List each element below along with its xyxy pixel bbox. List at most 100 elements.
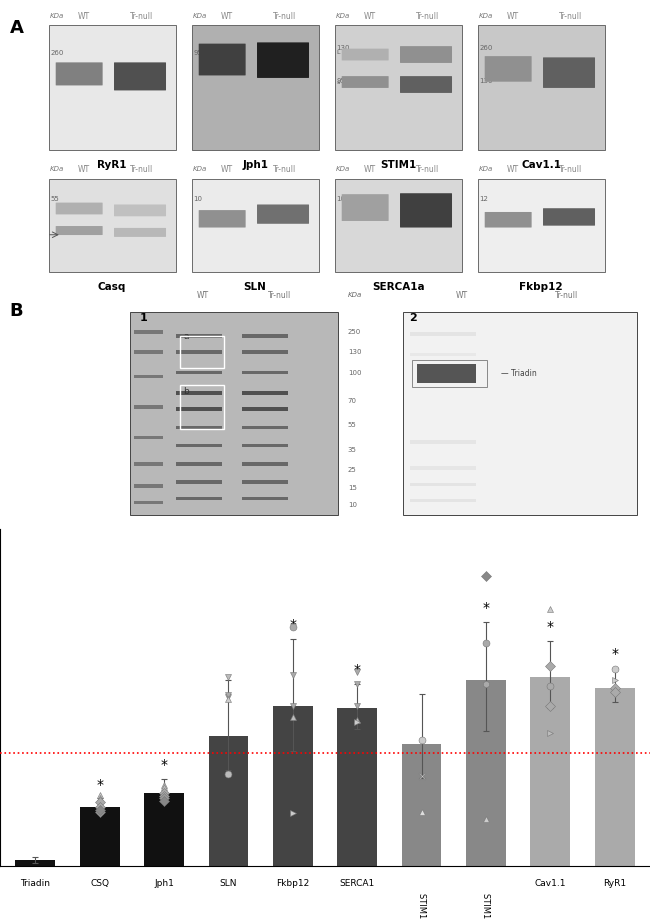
Text: WT: WT xyxy=(364,12,376,21)
Text: SERCA1: SERCA1 xyxy=(339,880,375,888)
Text: 1: 1 xyxy=(140,313,148,323)
Text: — Triadin: — Triadin xyxy=(501,369,537,378)
Text: *: * xyxy=(289,618,296,632)
Text: KDa: KDa xyxy=(50,13,64,19)
Text: Jph1: Jph1 xyxy=(242,160,268,170)
FancyBboxPatch shape xyxy=(114,227,166,237)
Text: WT: WT xyxy=(78,165,90,174)
Text: KDa: KDa xyxy=(193,167,207,172)
Text: Cav1.1: Cav1.1 xyxy=(521,160,561,170)
Text: STIM1 (S): STIM1 (S) xyxy=(417,892,426,921)
FancyBboxPatch shape xyxy=(56,226,103,235)
Text: 15: 15 xyxy=(348,485,357,491)
Text: KDa: KDa xyxy=(336,13,350,19)
Text: 10: 10 xyxy=(348,502,357,507)
Bar xyxy=(410,332,476,336)
Text: Triadin: Triadin xyxy=(20,880,51,888)
Text: Tr-null: Tr-null xyxy=(129,165,153,174)
Bar xyxy=(403,311,637,515)
Bar xyxy=(337,708,377,866)
Bar xyxy=(410,353,476,356)
Bar xyxy=(478,25,604,150)
Text: SLN: SLN xyxy=(244,282,266,292)
FancyBboxPatch shape xyxy=(56,203,103,215)
Bar xyxy=(176,350,222,354)
Text: Tr-null: Tr-null xyxy=(272,12,296,21)
Bar xyxy=(134,330,163,333)
Bar xyxy=(134,462,163,466)
Bar xyxy=(49,179,176,273)
Text: Tr-null: Tr-null xyxy=(415,165,439,174)
Text: KDa: KDa xyxy=(50,167,64,172)
Text: *: * xyxy=(547,620,554,635)
Bar xyxy=(242,334,288,338)
FancyBboxPatch shape xyxy=(400,46,452,63)
FancyBboxPatch shape xyxy=(342,76,389,87)
Bar xyxy=(242,481,288,484)
Bar xyxy=(530,677,570,866)
Text: s: s xyxy=(337,80,340,85)
Text: WT: WT xyxy=(221,165,233,174)
Text: RyR1: RyR1 xyxy=(98,160,127,170)
Text: *: * xyxy=(482,601,489,615)
Bar xyxy=(595,688,634,866)
Bar xyxy=(134,405,163,409)
Text: 130: 130 xyxy=(336,44,350,51)
Text: A: A xyxy=(10,19,23,38)
Text: RyR1: RyR1 xyxy=(603,880,626,888)
Text: Tr-null: Tr-null xyxy=(268,291,291,300)
FancyBboxPatch shape xyxy=(199,210,246,227)
Bar xyxy=(144,793,184,866)
Text: 130: 130 xyxy=(348,349,361,356)
Text: a: a xyxy=(183,332,188,341)
Text: *: * xyxy=(96,777,103,791)
Bar xyxy=(242,391,288,395)
Text: 70: 70 xyxy=(348,398,357,404)
Bar xyxy=(410,483,476,486)
Bar xyxy=(176,426,222,429)
Bar xyxy=(192,179,318,273)
Text: 95: 95 xyxy=(336,78,345,85)
Text: STIM1: STIM1 xyxy=(380,160,416,170)
Text: WT: WT xyxy=(507,12,519,21)
Bar xyxy=(478,179,604,273)
Text: *: * xyxy=(354,663,361,677)
Bar xyxy=(410,440,476,444)
Text: WT: WT xyxy=(197,291,209,300)
FancyBboxPatch shape xyxy=(400,193,452,227)
Text: KDa: KDa xyxy=(336,167,350,172)
Bar xyxy=(242,462,288,466)
Bar xyxy=(176,334,222,338)
Text: WT: WT xyxy=(456,291,467,300)
Text: 25: 25 xyxy=(348,467,356,473)
FancyBboxPatch shape xyxy=(485,56,532,82)
Text: STIM1 (L): STIM1 (L) xyxy=(482,892,490,921)
Text: 250: 250 xyxy=(348,329,361,335)
Text: Tr-null: Tr-null xyxy=(415,12,439,21)
FancyBboxPatch shape xyxy=(114,204,166,216)
Text: 260: 260 xyxy=(479,44,493,51)
Bar xyxy=(466,681,506,866)
FancyBboxPatch shape xyxy=(543,57,595,87)
FancyBboxPatch shape xyxy=(342,49,389,61)
Text: 55: 55 xyxy=(348,423,356,428)
Bar xyxy=(134,484,163,488)
Bar xyxy=(134,436,163,439)
Text: 130: 130 xyxy=(479,78,493,85)
Bar xyxy=(335,25,462,150)
Text: WT: WT xyxy=(507,165,519,174)
Bar xyxy=(176,370,222,375)
Bar xyxy=(410,499,476,503)
FancyBboxPatch shape xyxy=(485,212,532,227)
Text: b: b xyxy=(183,387,189,396)
Bar xyxy=(130,311,338,515)
Bar xyxy=(242,370,288,375)
Text: 100: 100 xyxy=(348,369,361,376)
Text: Fkbp12: Fkbp12 xyxy=(276,880,309,888)
FancyBboxPatch shape xyxy=(257,42,309,78)
Text: SERCA1a: SERCA1a xyxy=(372,282,424,292)
Text: 100: 100 xyxy=(336,196,350,202)
Bar xyxy=(273,706,313,866)
Bar xyxy=(402,744,441,866)
Bar xyxy=(180,385,224,429)
